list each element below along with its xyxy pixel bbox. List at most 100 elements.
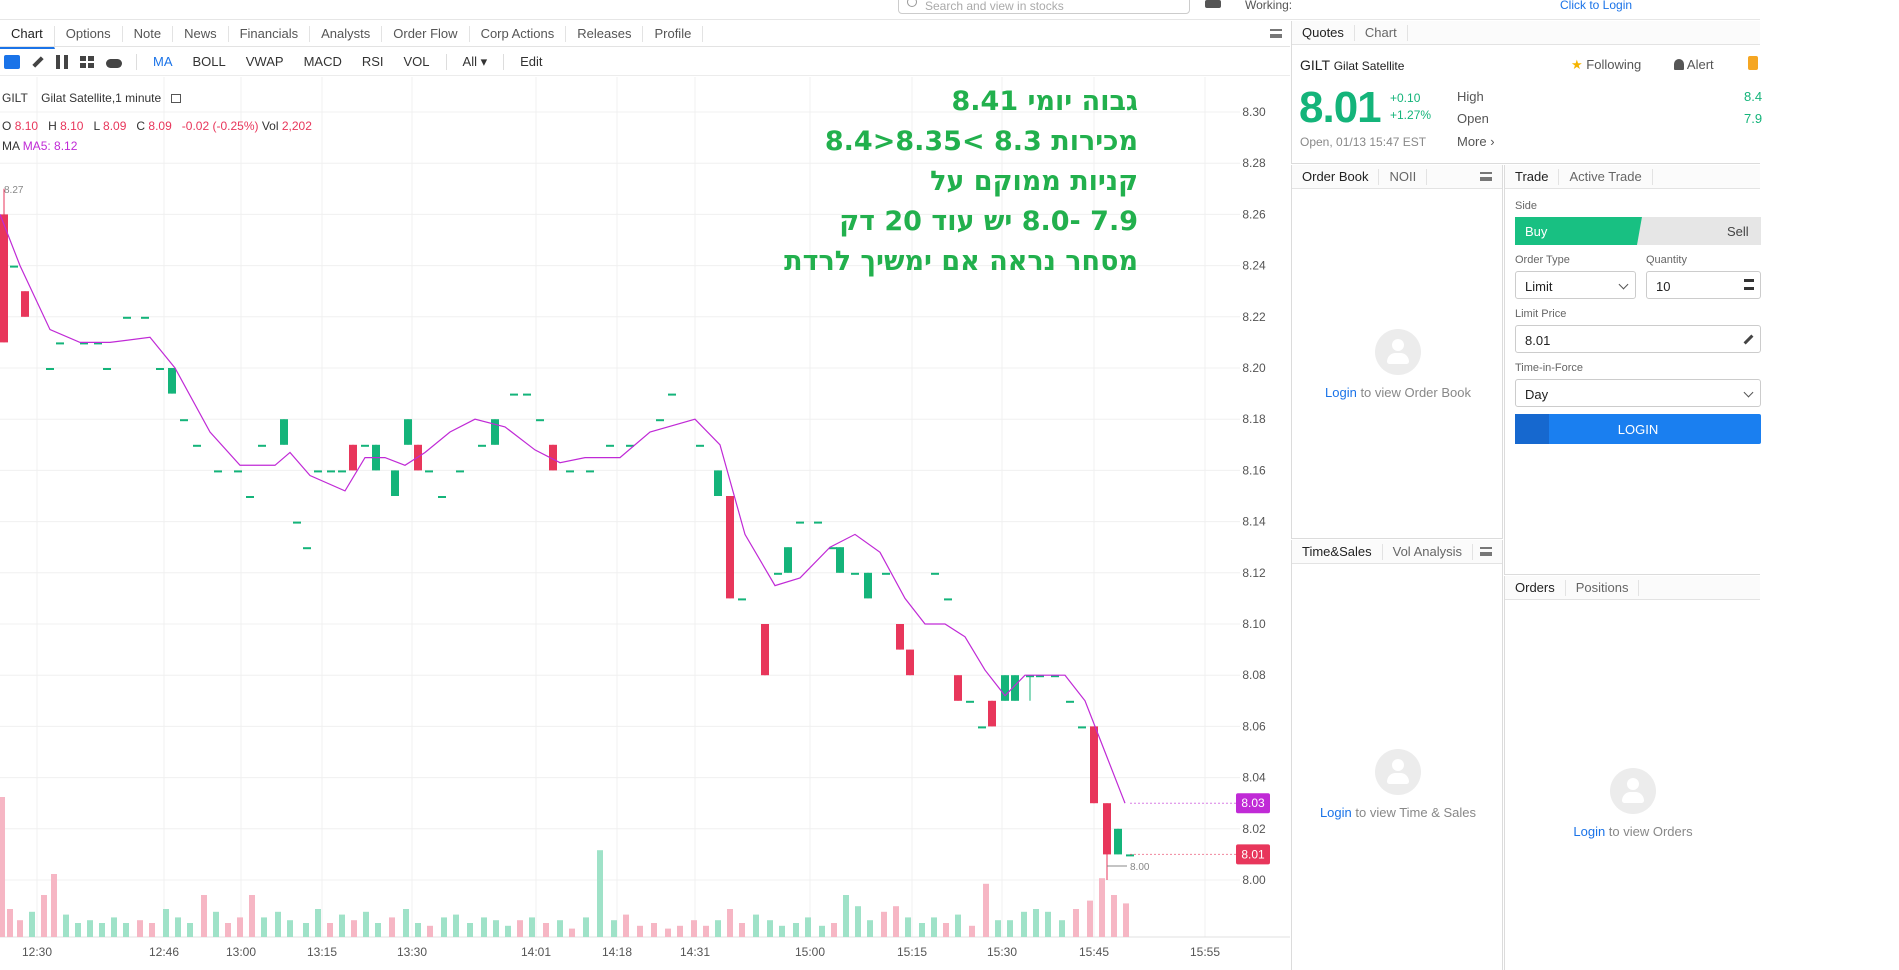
y-tick-label: 8.16 [1242,463,1266,477]
candle-up [944,598,952,601]
time-sales-menu-icon[interactable] [1480,547,1492,556]
candle-up [814,521,822,524]
tab-financials[interactable]: Financials [229,25,311,42]
tab-news[interactable]: News [173,25,229,42]
y-tick-label: 8.00 [1242,873,1266,887]
indicator-ma-button[interactable]: MA [153,54,173,69]
toolbar-divider [445,53,447,70]
sell-button[interactable]: Sell [1637,217,1761,245]
time-in-force-select[interactable]: Day [1515,379,1761,407]
time-sales-login-prompt: Login to view Time & Sales [1292,749,1504,820]
tab-chart[interactable]: Chart [0,25,55,49]
candle-up [46,368,54,370]
tab-time-sales[interactable]: Time&Sales [1292,543,1383,560]
indicator-boll-button[interactable]: BOLL [192,54,226,69]
price-chart[interactable]: 8.30 8.28 8.26 8.24 8.22 8.20 8.18 8.16 8.14 8.12… [0,77,1290,970]
alert-button[interactable]: Alert [1674,57,1714,72]
candle-up [1078,726,1086,729]
working-status: Working: [1245,0,1293,12]
tab-corp-actions[interactable]: Corp Actions [470,25,567,42]
candle-down [954,675,962,701]
volume-bar [1073,909,1079,937]
candle-up [829,547,837,550]
volume-bar [753,914,759,937]
open-stat-label: Open [1457,111,1489,126]
tab-noii[interactable]: NOII [1379,168,1428,185]
tab-order-flow[interactable]: Order Flow [382,25,470,42]
candles-icon[interactable] [56,54,68,69]
indicator-vwap-button[interactable]: VWAP [245,54,284,69]
x-tick-label: 15:15 [897,945,927,959]
volume-bar [543,923,549,937]
candle-up [361,444,369,447]
limit-price-input[interactable]: 8.01 [1515,325,1761,353]
time-in-force-value: Day [1525,387,1549,402]
tab-profile[interactable]: Profile [643,25,704,42]
candle-up [94,342,102,345]
search-input[interactable]: Search and view in stocks [898,0,1190,14]
tab-note[interactable]: Note [123,25,174,42]
tab-order-book[interactable]: Order Book [1292,168,1380,185]
order-book-menu-icon[interactable] [1480,172,1492,181]
all-indicators-dropdown[interactable]: All ▾ [462,53,488,69]
edit-pencil-icon[interactable] [1743,334,1754,345]
volume-bar [919,923,925,937]
tabs-menu-icon[interactable] [1270,29,1282,38]
tab-active-trade[interactable]: Active Trade [1559,168,1653,185]
volume-bar [583,917,589,937]
order-book-tabs: Order Book NOII [1292,165,1502,189]
draw-pencil-icon[interactable] [32,55,44,68]
time-sales-login-link[interactable]: Login [1319,805,1352,820]
volume-bar [29,911,35,937]
tab-quotes[interactable]: Quotes [1292,24,1355,41]
volume-bar [793,923,799,937]
candle-up [103,368,111,370]
chart-type-icon[interactable] [4,54,20,69]
tab-positions[interactable]: Positions [1566,579,1640,596]
indicator-rsi-button[interactable]: RSI [361,54,384,69]
candle-up [668,393,676,396]
tab-analysts[interactable]: Analysts [310,25,383,42]
candle-up [536,419,544,422]
following-button[interactable]: ★ Following [1571,57,1641,73]
chart-settings-icon[interactable] [171,94,182,104]
stack-icon[interactable] [1744,279,1754,290]
buy-button[interactable]: Buy [1515,217,1643,245]
more-link[interactable]: More › [1457,134,1495,149]
edit-button[interactable]: Edit [520,54,543,69]
layout-grid-icon[interactable] [80,55,94,68]
login-button[interactable]: LOGIN [1515,414,1761,444]
tab-quote-chart[interactable]: Chart [1355,24,1408,41]
y-tick-label: 8.20 [1242,361,1266,375]
tab-orders[interactable]: Orders [1505,579,1566,596]
x-tick-label: 14:18 [602,945,632,959]
orders-login-text: to view Orders [1605,824,1693,839]
x-tick-label: 13:00 [226,945,256,959]
high-stat-label: High [1457,89,1484,104]
quote-extra-icon[interactable] [1748,56,1758,70]
volume-bar [881,911,887,937]
volume-bar [1111,895,1117,937]
candle-up [10,265,18,268]
indicator-macd-button[interactable]: MACD [303,54,342,69]
x-tick-label: 15:30 [987,945,1017,959]
indicator-vol-button[interactable]: VOL [403,54,430,69]
send-icon[interactable] [1205,0,1221,8]
quantity-input[interactable]: 10 [1646,271,1761,299]
volume-bar [983,883,989,937]
cloud-icon[interactable] [106,58,122,68]
order-type-select[interactable]: Limit [1515,271,1636,299]
candle-down [896,624,904,650]
chart-area[interactable]: 8.30 8.28 8.26 8.24 8.22 8.20 8.18 8.16 8.14 8.12… [0,77,1290,970]
tab-vol-analysis[interactable]: Vol Analysis [1383,543,1473,560]
ma-value: MA5: 8.12 [22,139,78,153]
tab-trade[interactable]: Trade [1505,168,1560,185]
tab-releases[interactable]: Releases [566,25,644,42]
last-price-tag [1236,844,1270,865]
orders-login-link[interactable]: Login [1573,824,1606,839]
order-book-login-link[interactable]: Login [1325,385,1357,400]
candle-up [234,470,242,473]
tab-options[interactable]: Options [55,25,123,42]
volume-bar [149,923,155,937]
topbar-login-link[interactable]: Click to Login [1560,0,1633,12]
